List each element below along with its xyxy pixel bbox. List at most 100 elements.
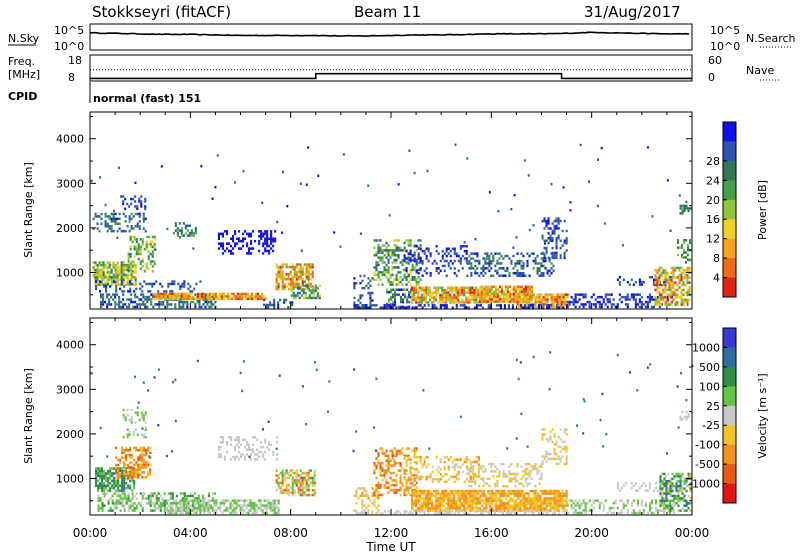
scatter-cell	[423, 460, 426, 464]
scatter-cell	[650, 298, 653, 301]
scatter-cell	[361, 306, 364, 309]
scatter-cell	[289, 491, 292, 494]
scatter-cell	[632, 283, 635, 286]
scatter-cell	[491, 502, 494, 505]
scatter-cell	[470, 262, 473, 265]
scatter-cell	[353, 286, 356, 290]
scatter-cell	[557, 502, 560, 505]
scatter-cell	[482, 264, 485, 268]
scatter-cell	[305, 183, 308, 186]
scatter-cell	[215, 509, 218, 512]
scatter-cell	[230, 458, 233, 461]
scatter-cell	[377, 452, 380, 455]
scatter-cell	[311, 265, 314, 269]
scatter-cell	[169, 504, 172, 507]
scatter-cell	[197, 494, 200, 498]
scatter-cell	[267, 504, 270, 507]
scatter-cell	[543, 489, 546, 493]
scatter-cell	[423, 458, 426, 461]
scatter-cell	[246, 242, 249, 245]
scatter-cell	[114, 268, 117, 272]
scatter-cell	[281, 479, 284, 482]
scatter-cell	[632, 295, 635, 299]
scatter-cell	[252, 450, 255, 454]
scatter-cell	[475, 492, 478, 495]
scatter-cell	[383, 268, 386, 272]
scatter-cell	[433, 489, 436, 493]
scatter-cell	[299, 273, 302, 276]
scatter-cell	[536, 262, 539, 265]
scatter-cell	[127, 494, 130, 498]
scatter-cell	[140, 293, 143, 296]
scatter-cell	[548, 269, 551, 273]
scatter-cell	[616, 305, 619, 309]
scatter-cell	[395, 254, 398, 257]
scatter-cell	[149, 451, 152, 454]
scatter-cell	[640, 300, 643, 304]
scatter-cell	[409, 486, 412, 489]
scatter-cell	[215, 499, 218, 502]
scatter-cell	[184, 295, 187, 298]
scatter-cell	[664, 296, 667, 299]
scatter-cell	[543, 254, 546, 257]
scatter-cell	[449, 499, 452, 503]
scatter-cell	[685, 256, 688, 259]
scatter-cell	[109, 472, 112, 475]
scatter-cell	[453, 497, 456, 500]
scatter-cell	[305, 265, 308, 269]
scatter-cell	[135, 468, 138, 472]
scatter-cell	[262, 244, 265, 248]
scatter-cell	[552, 264, 555, 268]
scatter-cell	[117, 499, 120, 503]
scatter-cell	[228, 249, 231, 253]
scatter-cell	[543, 497, 546, 500]
scatter-cell	[478, 295, 481, 298]
scatter-cell	[309, 469, 312, 472]
scatter-cell	[359, 232, 362, 235]
scatter-cell	[166, 295, 169, 298]
scatter-cell	[169, 497, 172, 500]
scatter-cell	[363, 511, 366, 515]
scatter-cell	[101, 482, 104, 485]
scatter-cell	[141, 260, 144, 263]
scatter-cell	[417, 492, 420, 495]
scatter-cell	[220, 297, 223, 301]
scatter-cell	[114, 263, 117, 267]
scatter-cell	[121, 492, 124, 495]
scatter-cell	[361, 499, 364, 502]
scatter-cell	[507, 499, 510, 503]
scatter-cell	[116, 273, 119, 277]
scatter-cell	[644, 300, 647, 304]
scatter-cell	[100, 295, 103, 299]
scatter-cell	[270, 237, 273, 240]
scatter-cell	[387, 268, 390, 272]
scatter-cell	[265, 511, 268, 515]
scatter-cell	[478, 288, 481, 291]
scatter-cell	[300, 294, 303, 297]
scatter-cell	[279, 268, 282, 271]
scatter-cell	[316, 286, 319, 290]
scatter-cell	[179, 285, 182, 288]
scatter-cell	[409, 466, 412, 470]
scatter-cell	[530, 293, 533, 296]
scatter-cell	[397, 469, 400, 472]
scatter-cell	[417, 304, 420, 307]
scatter-cell	[147, 497, 150, 500]
scatter-cell	[147, 235, 150, 239]
scatter-cell	[555, 224, 558, 228]
scatter-cell	[139, 446, 142, 450]
scatter-cell	[306, 284, 309, 287]
scatter-cell	[503, 504, 506, 507]
scatter-cell	[107, 502, 110, 505]
scatter-cell	[281, 263, 284, 266]
scatter-cell	[542, 272, 545, 275]
scatter-cell	[135, 247, 138, 251]
scatter-cell	[233, 509, 236, 512]
scatter-cell	[152, 305, 155, 309]
scatter-cell	[441, 301, 444, 304]
scatter-cell	[375, 486, 378, 489]
scatter-cell	[506, 269, 509, 273]
scatter-cell	[104, 212, 107, 216]
scatter-cell	[475, 489, 478, 493]
scatter-cell	[561, 504, 564, 507]
